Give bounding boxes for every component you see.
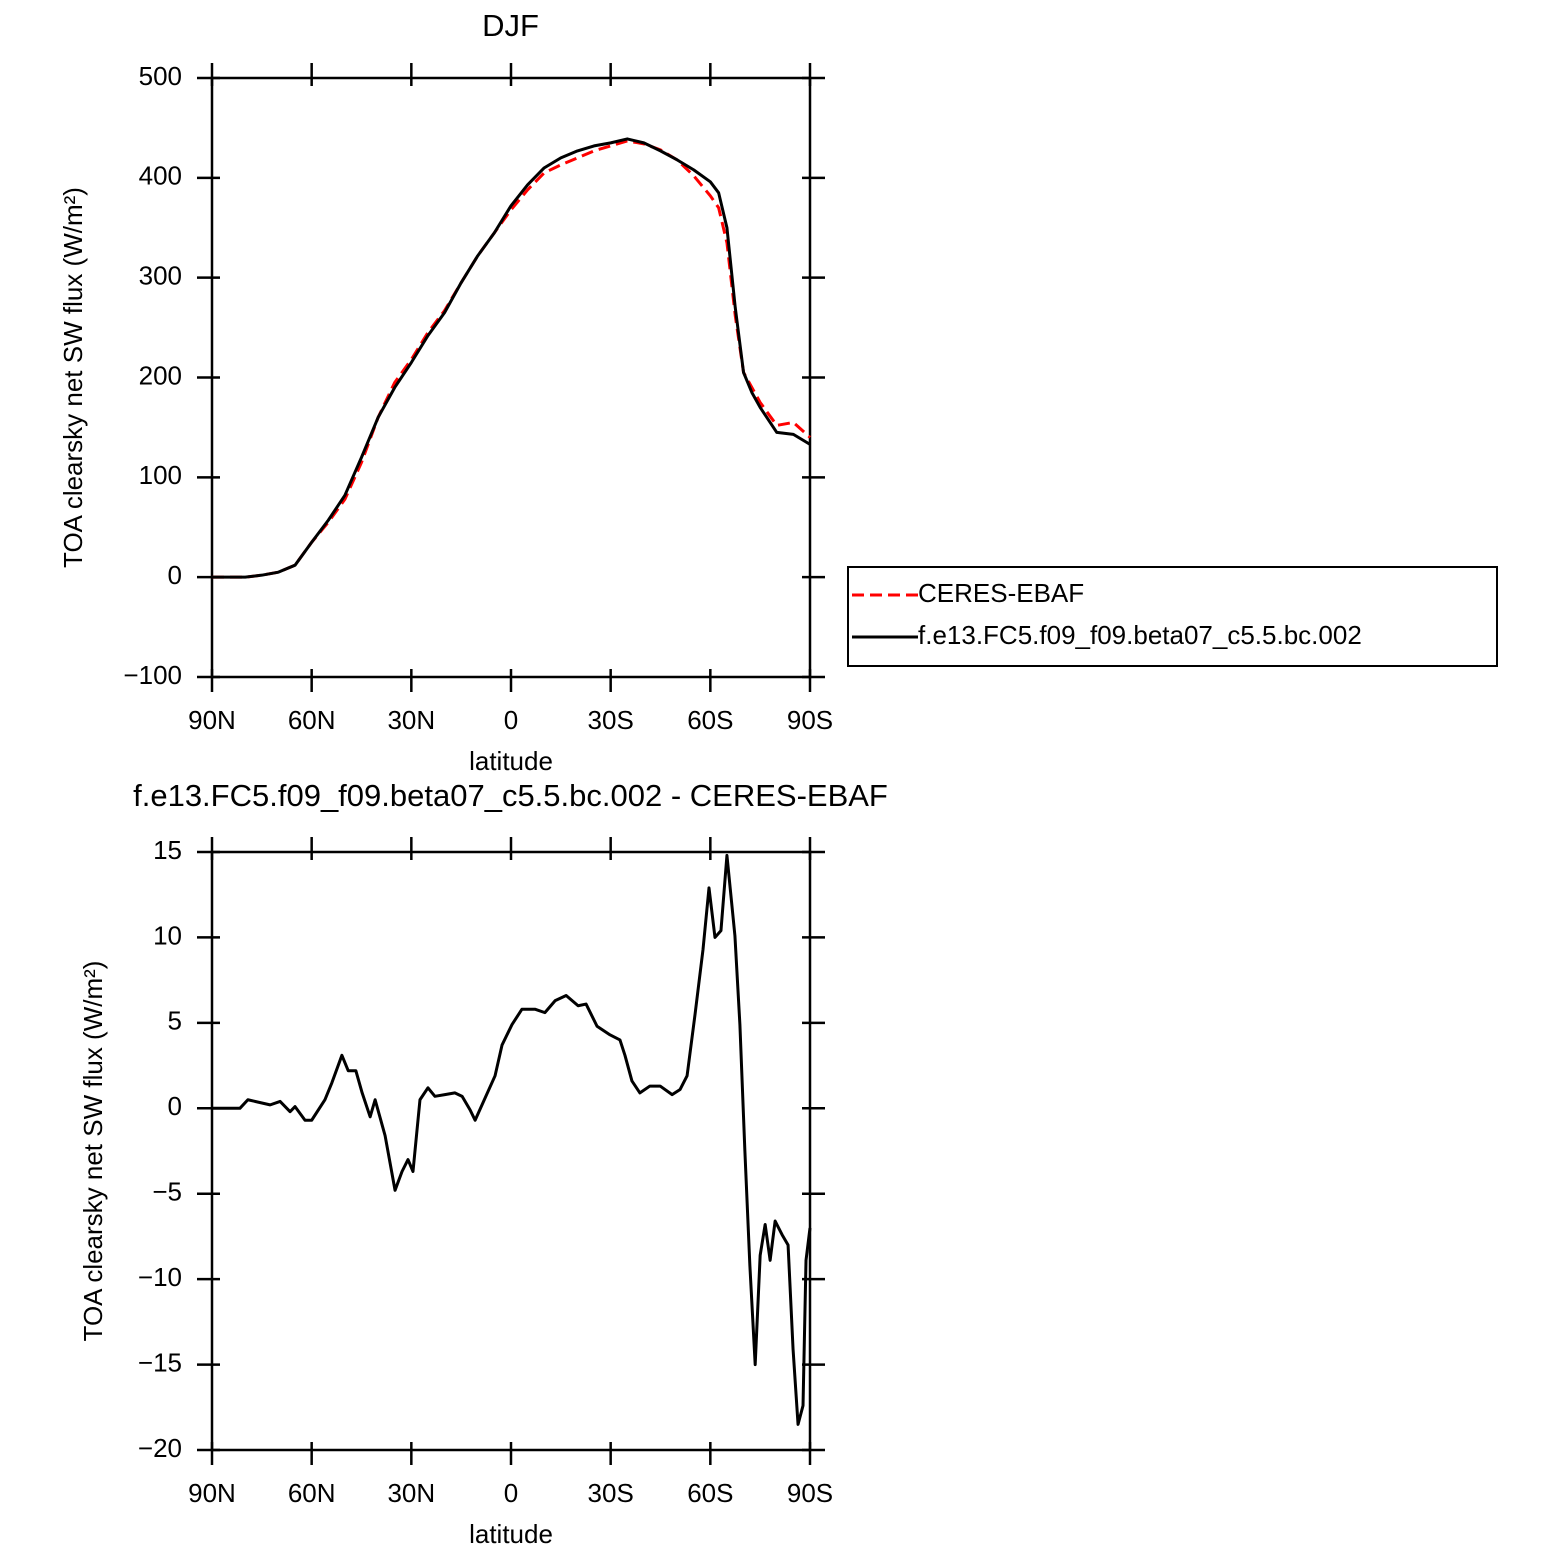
y-tick-label: 400	[139, 161, 182, 191]
y-tick-label: 5	[168, 1006, 182, 1036]
y-tick-label: −5	[152, 1177, 182, 1207]
y-tick-label: 15	[153, 835, 182, 865]
x-tick-label: 0	[504, 705, 518, 735]
x-tick-label: 60S	[687, 1478, 733, 1508]
legend-label: f.e13.FC5.f09_f09.beta07_c5.5.bc.002	[918, 620, 1362, 650]
x-tick-label: 60N	[288, 705, 336, 735]
x-tick-label: 90N	[188, 705, 236, 735]
y-tick-label: 100	[139, 460, 182, 490]
x-tick-label: 30S	[588, 1478, 634, 1508]
x-tick-label: 90S	[787, 1478, 833, 1508]
plot-frame	[210, 76, 812, 679]
chart-title: DJF	[482, 8, 539, 43]
y-tick-label: 10	[153, 920, 182, 950]
y-axis-label: TOA clearsky net SW flux (W/m²)	[58, 187, 88, 568]
x-tick-label: 30S	[588, 705, 634, 735]
x-tick-label: 90N	[188, 1478, 236, 1508]
y-tick-label: 500	[139, 61, 182, 91]
y-axis-label: TOA clearsky net SW flux (W/m²)	[78, 961, 108, 1342]
x-axis-label: latitude	[469, 746, 553, 776]
x-tick-label: 60S	[687, 705, 733, 735]
y-tick-label: 0	[168, 560, 182, 590]
y-tick-label: −10	[138, 1262, 182, 1292]
x-tick-label: 30N	[387, 705, 435, 735]
legend-box	[847, 566, 1498, 667]
y-tick-label: 0	[168, 1091, 182, 1121]
x-tick-label: 0	[504, 1478, 518, 1508]
y-tick-label: −15	[138, 1347, 182, 1377]
y-tick-label: −100	[123, 660, 182, 690]
y-tick-label: 300	[139, 261, 182, 291]
y-tick-label: 200	[139, 360, 182, 390]
plot-frame	[210, 850, 812, 1452]
chart-title: f.e13.FC5.f09_f09.beta07_c5.5.bc.002 - C…	[133, 778, 888, 813]
data-line	[212, 137, 811, 579]
legend-label: CERES-EBAF	[918, 578, 1084, 608]
data-line	[212, 853, 812, 1426]
y-tick-label: −20	[138, 1433, 182, 1463]
x-tick-label: 30N	[387, 1478, 435, 1508]
x-axis-label: latitude	[469, 1519, 553, 1549]
x-tick-label: 90S	[787, 705, 833, 735]
x-tick-label: 60N	[288, 1478, 336, 1508]
